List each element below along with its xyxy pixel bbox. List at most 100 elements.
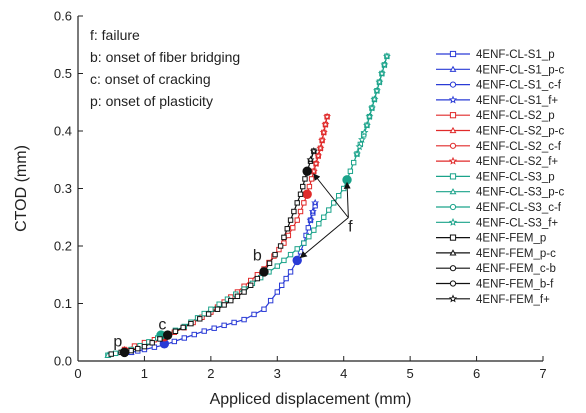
series-4enf-cl-s2-f--marker [314,151,323,160]
legend-item: 4ENF-CL-S3_c-f [436,202,562,214]
series-4enf-cl-s3-f--marker [365,112,374,121]
legend-swatch-marker [449,112,457,119]
series-4enf-cl-s1-p-marker [241,316,247,323]
failure-arrow [299,217,349,259]
series-4enf-cl-s3-f--marker [380,60,389,69]
series-4enf-cl-s1-p-marker [231,319,237,326]
legend-label: 4ENF-CL-S3_p-c [476,187,564,199]
annotation-line-plasticity: p: onset of plasticity [90,93,213,109]
y-axis-label: CTOD (mm) [13,145,30,232]
legend-swatch-marker [449,234,457,241]
series-4enf-cl-s3-f--marker [358,135,366,144]
series-4enf-fem-p-marker [141,343,148,350]
series-4enf-fem-p-marker [294,200,300,206]
series-4enf-cl-s3-f--marker [367,103,376,112]
series-4enf-cl-s3-f--marker [382,52,391,60]
legend-label: 4ENF-FEM_c-b [476,263,556,275]
series-4enf-fem-p-marker [291,208,297,215]
x-tick-label: 0 [74,366,81,381]
legend-label: 4ENF-CL-S1_p-c [476,64,564,76]
legend-item: 4ENF-FEM_p [436,233,546,245]
series-4enf-fem-p-marker [248,282,254,288]
series-4enf-cl-s3-p-marker [336,192,342,199]
series-4enf-cl-s1-p-marker [274,289,280,295]
annotation-line-failure: f: failure [90,27,140,43]
legend-item: 4ENF-CL-S1_f+ [436,95,558,107]
series-4enf-cl-s2-f--marker [323,112,332,121]
series-4enf-cl-s2-p-marker [308,176,315,182]
series-4enf-cl-s3-p-marker [326,207,332,213]
series-4enf-cl-s3-f--marker [377,69,386,77]
legend-item: 4ENF-CL-S2_p [436,110,555,122]
series-4enf-cl-s1-p-marker [283,275,289,282]
legend-swatch-marker [448,156,458,165]
x-tick-label: 2 [207,366,214,381]
y-tick-label: 0.4 [54,124,72,139]
legend-label: 4ENF-FEM_p [476,233,546,245]
series-4enf-fem-p-marker [180,324,186,331]
series-4enf-cl-s3-p-marker [311,227,317,233]
legend-swatch-marker [448,294,458,303]
series-4enf-fem-p-marker [172,328,179,334]
series-4enf-cl-s2-p-marker [285,232,292,239]
legend: 4ENF-CL-S1_p 4ENF-CL-S1_p-c 4ENF-CL-S1_c-f… [436,49,564,306]
legend-item: 4ENF-FEM_p-c [436,248,556,260]
y-tick-label: 0.0 [54,354,72,369]
series-4enf-cl-s3-p-marker [274,263,280,269]
legend-label: 4ENF-CL-S1_p [476,49,555,61]
legend-label: 4ENF-CL-S2_c-f [476,141,562,153]
legend-swatch-marker [449,50,457,58]
series-4enf-cl-s3-p-marker [347,168,354,174]
series-4enf-cl-s3-f--marker [375,77,384,86]
series-4enf-fem-p-marker [297,191,304,197]
legend-swatch-marker [449,188,457,195]
series-4enf-fem-p-marker [234,293,241,300]
series-4enf-cl-s2-f--marker [318,136,327,144]
series-4enf-cl-s3-p-marker [201,310,207,317]
series-4enf-cl-s3-p-marker [331,200,337,206]
series-4enf-cl-s1-c-f-point [292,255,302,266]
series-4enf-cl-s2-p-marker [294,217,300,223]
legend-swatch-marker [449,65,457,72]
series-4enf-cl-s1-f--marker [308,207,317,215]
legend-item: 4ENF-CL-S3_f+ [436,217,558,229]
series-4enf-cl-s3-p-marker [216,301,222,307]
legend-item: 4ENF-CL-S3_p-c [436,187,564,199]
series-4enf-cl-s2-p-marker [306,183,313,190]
annotation-line-fiber-bridging: b: onset of fiber bridging [90,49,240,65]
series-4enf-cl-s3-f--marker [360,128,369,136]
legend-label: 4ENF-CL-S3_c-f [476,202,562,214]
legend-swatch-marker [449,126,457,134]
series-4enf-fem-p-marker [149,340,155,346]
series-4enf-cl-s3-f--marker [370,95,379,103]
legend-label: 4ENF-CL-S2_f+ [476,156,558,168]
legend-swatch-marker [449,265,457,272]
series-4enf-fem-b-f-point [259,267,269,277]
series-4enf-cl-s2-p-marker [297,208,304,215]
series-4enf-cl-s1-p-marker [191,331,197,338]
series-4enf-cl-s2-p-line [124,116,328,351]
series-4enf-cl-s1-p-marker [279,282,285,288]
legend-swatch-marker [449,249,457,256]
series-4enf-cl-s1-p-marker [221,322,227,329]
series-4enf-cl-s3-p-marker [287,251,294,258]
legend-item: 4ENF-FEM_f+ [436,294,550,306]
series-4enf-fem-p-marker [284,226,290,232]
series-4enf-cl-s3-p-marker [281,257,287,264]
x-tick-label: 5 [407,366,414,381]
point-label-c: c [158,316,166,333]
series-4enf-fem-p-marker [287,217,294,223]
series-4enf-cl-s3-p-marker [294,246,300,252]
point-label-b: b [253,247,262,264]
legend-item: 4ENF-CL-S1_p [436,49,555,61]
series-4enf-cl-s2-f--marker [319,128,328,136]
y-tick-label: 0.1 [54,296,72,311]
series-4enf-fem-b-f-point [162,330,173,340]
y-tick-label: 0.3 [54,181,72,196]
legend-label: 4ENF-CL-S1_f+ [476,95,558,107]
series-4enf-cl-s2-f--marker [312,159,321,167]
legend-swatch-marker [449,173,457,180]
legend-label: 4ENF-FEM_f+ [476,294,550,306]
legend-label: 4ENF-CL-S3_p [476,171,555,183]
legend-swatch-marker [449,81,457,88]
